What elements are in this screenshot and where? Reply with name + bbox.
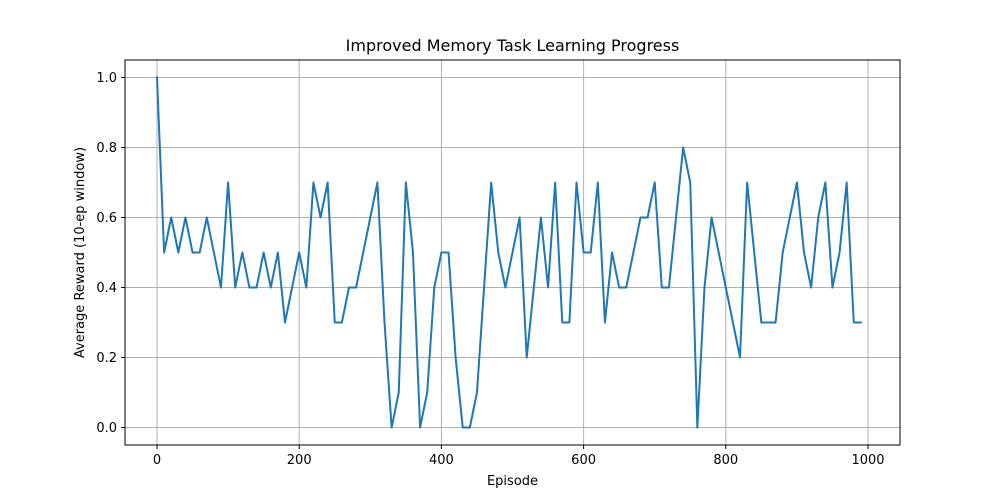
series-group <box>155 76 862 429</box>
series-line-0 <box>155 76 862 429</box>
ticks: 0 200 400 600 800 1000 0.0 0.2 0.4 0.6 0.8 1.0 <box>96 71 884 468</box>
x-tick-label: 1000 <box>851 453 884 468</box>
y-tick-label: 0.8 <box>96 141 117 156</box>
x-tick-label: 800 <box>713 453 738 468</box>
y-tick-label: 1.0 <box>96 71 117 86</box>
chart-title: Improved Memory Task Learning Progress <box>346 36 680 55</box>
y-tick-label: 0.6 <box>96 211 117 226</box>
x-axis-label: Episode <box>487 474 538 489</box>
y-tick-label: 0.2 <box>96 351 117 366</box>
y-tick-label: 0.0 <box>96 421 117 436</box>
y-tick-label: 0.4 <box>96 281 117 296</box>
x-tick-label: 400 <box>429 453 454 468</box>
x-tick-label: 200 <box>287 453 312 468</box>
x-tick-label: 0 <box>153 453 161 468</box>
x-tick-label: 600 <box>571 453 596 468</box>
y-axis-label: Average Reward (10-ep window) <box>73 147 88 358</box>
plot-frame <box>124 59 901 446</box>
